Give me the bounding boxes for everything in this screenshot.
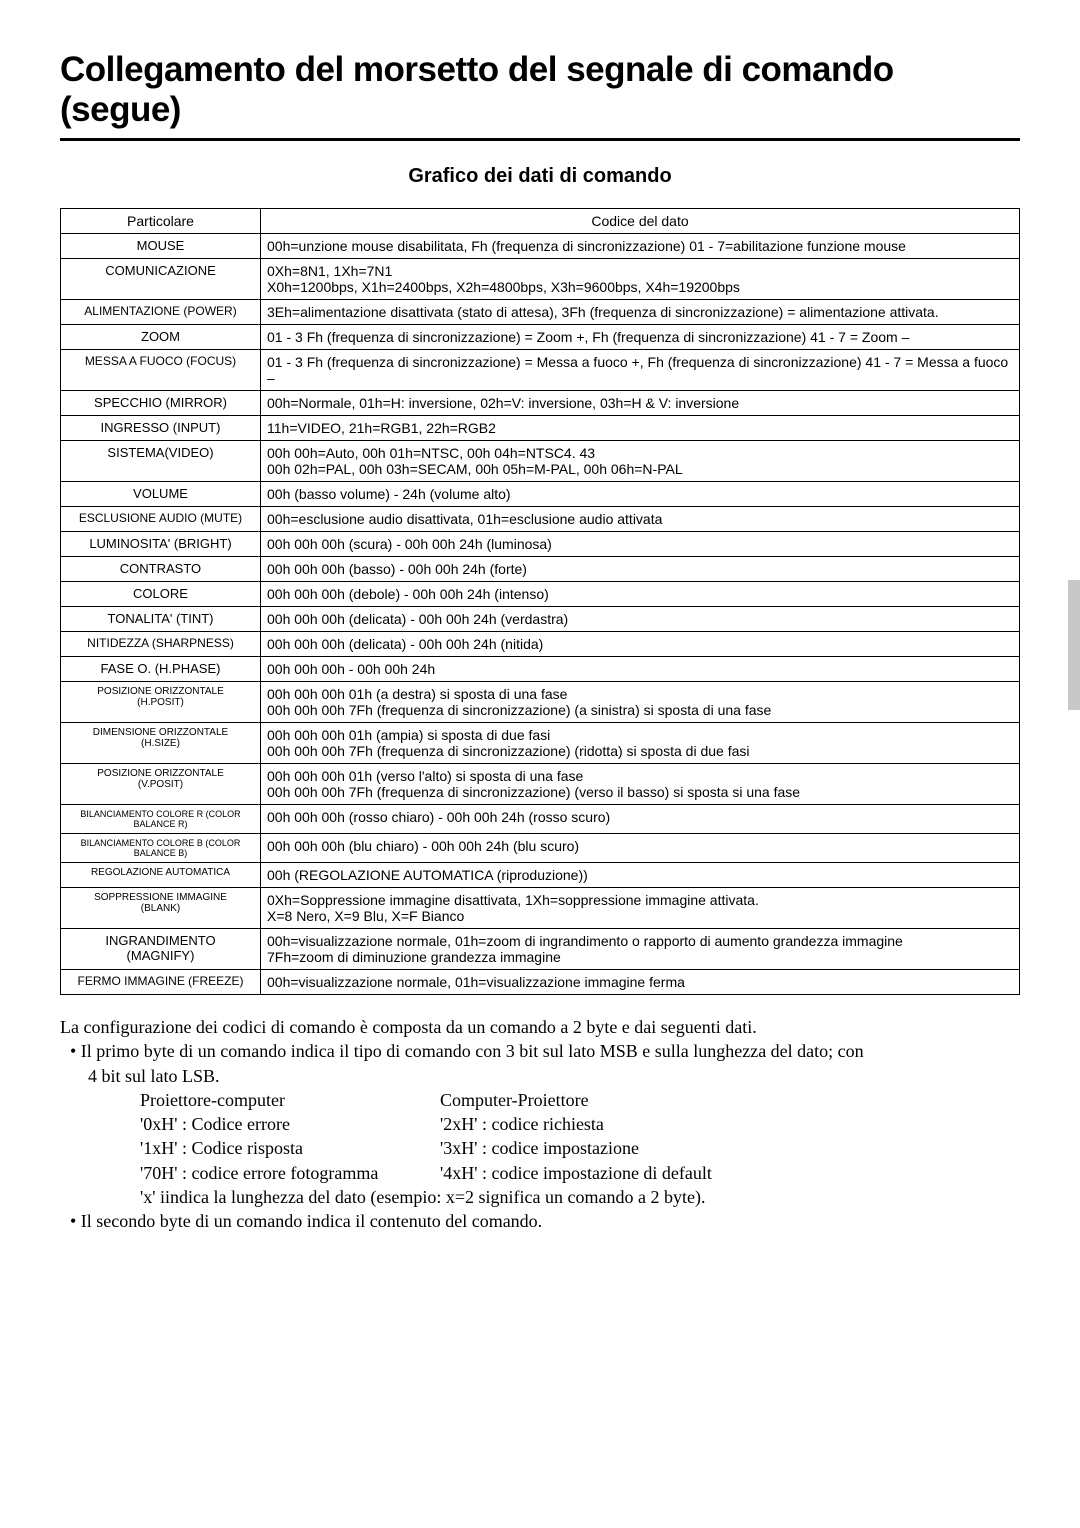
table-row: ALIMENTAZIONE (POWER)3Eh=alimentazione d…	[61, 300, 1020, 325]
subtitle: Grafico dei dati di comando	[60, 165, 1020, 188]
row-label: BILANCIAMENTO COLORE B (COLOR BALANCE B)	[61, 834, 261, 863]
row-code: 00h=visualizzazione normale, 01h=zoom di…	[261, 929, 1020, 970]
notes-bullet2: • Il secondo byte di un comando indica i…	[60, 1209, 1020, 1233]
x-note: 'x' iindica la lunghezza del dato (esemp…	[140, 1185, 1020, 1209]
row-label: LUMINOSITA' (BRIGHT)	[61, 532, 261, 557]
codes-block: Proiettore-computer Computer-Proiettore …	[60, 1088, 1020, 1209]
notes-bullet1b: 4 bit sul lato LSB.	[60, 1064, 1020, 1088]
col2-r1: '2xH' : codice richiesta	[440, 1112, 604, 1136]
page-title: Collegamento del morsetto del segnale di…	[60, 50, 1020, 141]
side-tab	[1068, 580, 1080, 710]
table-row: VOLUME00h (basso volume) - 24h (volume a…	[61, 482, 1020, 507]
row-label: SPECCHIO (MIRROR)	[61, 391, 261, 416]
table-row: CONTRASTO00h 00h 00h (basso) - 00h 00h 2…	[61, 557, 1020, 582]
table-row: INGRANDIMENTO (MAGNIFY)00h=visualizzazio…	[61, 929, 1020, 970]
row-code: 00h 00h 00h (delicata) - 00h 00h 24h (ni…	[261, 632, 1020, 657]
row-code: 00h 00h 00h (rosso chiaro) - 00h 00h 24h…	[261, 805, 1020, 834]
table-row: SPECCHIO (MIRROR)00h=Normale, 01h=H: inv…	[61, 391, 1020, 416]
table-row: POSIZIONE ORIZZONTALE (H.POSIT)00h 00h 0…	[61, 682, 1020, 723]
row-code: 00h=unzione mouse disabilitata, Fh (freq…	[261, 234, 1020, 259]
row-code: 00h (REGOLAZIONE AUTOMATICA (riproduzion…	[261, 863, 1020, 888]
row-code: 00h=visualizzazione normale, 01h=visuali…	[261, 970, 1020, 995]
col1-title: Proiettore-computer	[140, 1088, 440, 1112]
table-row: BILANCIAMENTO COLORE B (COLOR BALANCE B)…	[61, 834, 1020, 863]
table-row: REGOLAZIONE AUTOMATICA00h (REGOLAZIONE A…	[61, 863, 1020, 888]
col1-r2: '1xH' : Codice risposta	[140, 1136, 440, 1160]
col2-r3: '4xH' : codice impostazione di default	[440, 1161, 712, 1185]
table-row: COLORE00h 00h 00h (debole) - 00h 00h 24h…	[61, 582, 1020, 607]
col1-r1: '0xH' : Codice errore	[140, 1112, 440, 1136]
row-label: DIMENSIONE ORIZZONTALE (H.SIZE)	[61, 723, 261, 764]
table-row: FERMO IMMAGINE (FREEZE)00h=visualizzazio…	[61, 970, 1020, 995]
row-code: 01 - 3 Fh (frequenza di sincronizzazione…	[261, 350, 1020, 391]
row-code: 00h 00h=Auto, 00h 01h=NTSC, 00h 04h=NTSC…	[261, 441, 1020, 482]
table-row: DIMENSIONE ORIZZONTALE (H.SIZE)00h 00h 0…	[61, 723, 1020, 764]
row-label: CONTRASTO	[61, 557, 261, 582]
row-code: 00h 00h 00h (debole) - 00h 00h 24h (inte…	[261, 582, 1020, 607]
table-row: POSIZIONE ORIZZONTALE (V.POSIT)00h 00h 0…	[61, 764, 1020, 805]
row-label: ESCLUSIONE AUDIO (MUTE)	[61, 507, 261, 532]
row-code: 00h 00h 00h (blu chiaro) - 00h 00h 24h (…	[261, 834, 1020, 863]
row-code: 00h 00h 00h 01h (ampia) si sposta di due…	[261, 723, 1020, 764]
row-label: TONALITA' (TINT)	[61, 607, 261, 632]
table-row: INGRESSO (INPUT)11h=VIDEO, 21h=RGB1, 22h…	[61, 416, 1020, 441]
row-label: COLORE	[61, 582, 261, 607]
table-row: BILANCIAMENTO COLORE R (COLOR BALANCE R)…	[61, 805, 1020, 834]
row-code: 00h 00h 00h (delicata) - 00h 00h 24h (ve…	[261, 607, 1020, 632]
col1-r3: '70H' : codice errore fotogramma	[140, 1161, 440, 1185]
row-label: INGRANDIMENTO (MAGNIFY)	[61, 929, 261, 970]
table-row: FASE O. (H.PHASE)00h 00h 00h - 00h 00h 2…	[61, 657, 1020, 682]
row-label: FERMO IMMAGINE (FREEZE)	[61, 970, 261, 995]
row-label: VOLUME	[61, 482, 261, 507]
table-row: TONALITA' (TINT)00h 00h 00h (delicata) -…	[61, 607, 1020, 632]
row-code: 00h 00h 00h - 00h 00h 24h	[261, 657, 1020, 682]
table-row: LUMINOSITA' (BRIGHT)00h 00h 00h (scura) …	[61, 532, 1020, 557]
notes-section: La configurazione dei codici di comando …	[60, 1015, 1020, 1234]
row-code: 00h=esclusione audio disattivata, 01h=es…	[261, 507, 1020, 532]
table-body: MOUSE00h=unzione mouse disabilitata, Fh …	[61, 234, 1020, 995]
row-label: NITIDEZZA (SHARPNESS)	[61, 632, 261, 657]
row-label: SOPPRESSIONE IMMAGINE (BLANK)	[61, 888, 261, 929]
row-label: POSIZIONE ORIZZONTALE (H.POSIT)	[61, 682, 261, 723]
notes-bullet1: • Il primo byte di un comando indica il …	[60, 1039, 1020, 1063]
row-code: 00h (basso volume) - 24h (volume alto)	[261, 482, 1020, 507]
table-row: COMUNICAZIONE0Xh=8N1, 1Xh=7N1 X0h=1200bp…	[61, 259, 1020, 300]
table-row: NITIDEZZA (SHARPNESS)00h 00h 00h (delica…	[61, 632, 1020, 657]
row-label: ALIMENTAZIONE (POWER)	[61, 300, 261, 325]
row-label: SISTEMA(VIDEO)	[61, 441, 261, 482]
row-label: INGRESSO (INPUT)	[61, 416, 261, 441]
table-row: ZOOM01 - 3 Fh (frequenza di sincronizzaz…	[61, 325, 1020, 350]
col2-r2: '3xH' : codice impostazione	[440, 1136, 639, 1160]
row-code: 11h=VIDEO, 21h=RGB1, 22h=RGB2	[261, 416, 1020, 441]
row-code: 00h=Normale, 01h=H: inversione, 02h=V: i…	[261, 391, 1020, 416]
row-code: 00h 00h 00h 01h (a destra) si sposta di …	[261, 682, 1020, 723]
row-label: MESSA A FUOCO (FOCUS)	[61, 350, 261, 391]
header-codice: Codice del dato	[261, 209, 1020, 234]
table-row: SISTEMA(VIDEO)00h 00h=Auto, 00h 01h=NTSC…	[61, 441, 1020, 482]
command-data-table: Particolare Codice del dato MOUSE00h=unz…	[60, 208, 1020, 995]
row-label: ZOOM	[61, 325, 261, 350]
table-row: SOPPRESSIONE IMMAGINE (BLANK)0Xh=Soppres…	[61, 888, 1020, 929]
row-code: 0Xh=Soppressione immagine disattivata, 1…	[261, 888, 1020, 929]
notes-line1: La configurazione dei codici di comando …	[60, 1015, 1020, 1039]
row-label: FASE O. (H.PHASE)	[61, 657, 261, 682]
row-code: 00h 00h 00h (basso) - 00h 00h 24h (forte…	[261, 557, 1020, 582]
row-label: POSIZIONE ORIZZONTALE (V.POSIT)	[61, 764, 261, 805]
row-code: 00h 00h 00h 01h (verso l'alto) si sposta…	[261, 764, 1020, 805]
table-row: ESCLUSIONE AUDIO (MUTE)00h=esclusione au…	[61, 507, 1020, 532]
row-label: COMUNICAZIONE	[61, 259, 261, 300]
row-label: MOUSE	[61, 234, 261, 259]
table-row: MOUSE00h=unzione mouse disabilitata, Fh …	[61, 234, 1020, 259]
row-code: 0Xh=8N1, 1Xh=7N1 X0h=1200bps, X1h=2400bp…	[261, 259, 1020, 300]
row-label: REGOLAZIONE AUTOMATICA	[61, 863, 261, 888]
row-code: 00h 00h 00h (scura) - 00h 00h 24h (lumin…	[261, 532, 1020, 557]
row-code: 01 - 3 Fh (frequenza di sincronizzazione…	[261, 325, 1020, 350]
col2-title: Computer-Proiettore	[440, 1088, 589, 1112]
header-particolare: Particolare	[61, 209, 261, 234]
table-row: MESSA A FUOCO (FOCUS)01 - 3 Fh (frequenz…	[61, 350, 1020, 391]
row-label: BILANCIAMENTO COLORE R (COLOR BALANCE R)	[61, 805, 261, 834]
row-code: 3Eh=alimentazione disattivata (stato di …	[261, 300, 1020, 325]
